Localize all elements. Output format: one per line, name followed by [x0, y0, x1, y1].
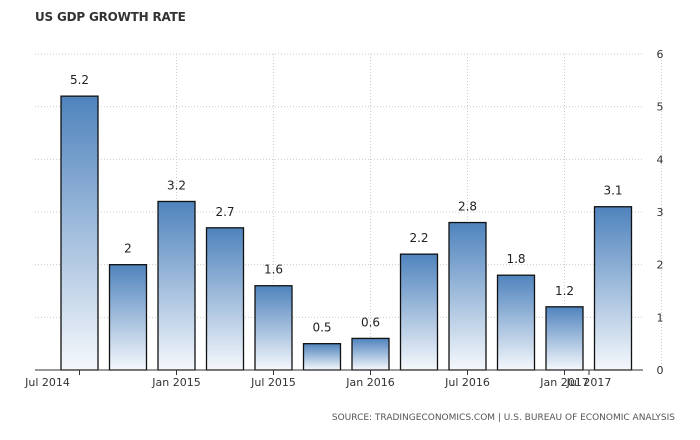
x-tick-label: Jul 2015 — [250, 376, 296, 389]
bar — [205, 227, 245, 371]
bars — [60, 95, 633, 371]
bar-data-label: 3.2 — [167, 178, 186, 192]
data-labels: 5.2 2 3.2 2.7 1.6 0.5 0.6 2.2 2.8 1.8 1.2 3.1 — [70, 73, 623, 335]
bar-data-label: 2.7 — [215, 205, 234, 219]
bar — [448, 221, 487, 371]
y-tick-label: 3 — [657, 206, 664, 219]
bar — [302, 343, 342, 371]
bar-data-label: 5.2 — [70, 73, 89, 87]
bar-data-label: 3.1 — [603, 184, 622, 198]
y-axis: 0 1 2 3 4 5 6 — [657, 48, 664, 377]
y-tick-label: 0 — [657, 364, 664, 377]
grid-lines — [35, 53, 662, 370]
x-tick-label: Jan 2017 — [539, 376, 588, 389]
x-tick-label: Jul 2017 — [566, 376, 612, 389]
x-tick-label: Jul 2014 — [24, 376, 70, 389]
bar-data-label: 0.5 — [312, 321, 331, 335]
bar — [496, 274, 536, 371]
source-note: SOURCE: TRADINGECONOMICS.COM | U.S. BURE… — [331, 413, 675, 423]
bar-data-label: 0.6 — [361, 315, 380, 329]
bar-data-label: 1.6 — [264, 263, 283, 277]
y-tick-label: 6 — [657, 48, 664, 61]
bar-data-label: 2 — [124, 242, 132, 256]
bar — [593, 206, 633, 371]
bar-data-label: 2.2 — [409, 231, 428, 245]
y-tick-label: 4 — [657, 153, 664, 166]
bar — [545, 306, 584, 371]
y-tick-label: 1 — [657, 311, 664, 324]
x-tick-label: Jul 2016 — [444, 376, 490, 389]
bar — [157, 200, 196, 371]
bar-data-label: 1.2 — [555, 284, 574, 298]
x-axis: Jul 2014 Jan 2015 Jul 2015 Jan 2016 Jul 2016… — [24, 369, 643, 389]
y-tick-label: 5 — [657, 101, 664, 114]
x-tick-label: Jan 2016 — [345, 376, 394, 389]
bar — [399, 253, 439, 371]
y-tick-label: 2 — [657, 259, 664, 272]
bar — [108, 264, 148, 371]
bar-data-label: 1.8 — [506, 252, 525, 266]
bar-data-label: 2.8 — [458, 200, 477, 214]
bar — [60, 95, 99, 371]
chart-title: US GDP GROWTH RATE — [35, 10, 186, 24]
bar — [254, 285, 293, 371]
x-tick-label: Jan 2015 — [151, 376, 200, 389]
bar — [351, 337, 390, 371]
